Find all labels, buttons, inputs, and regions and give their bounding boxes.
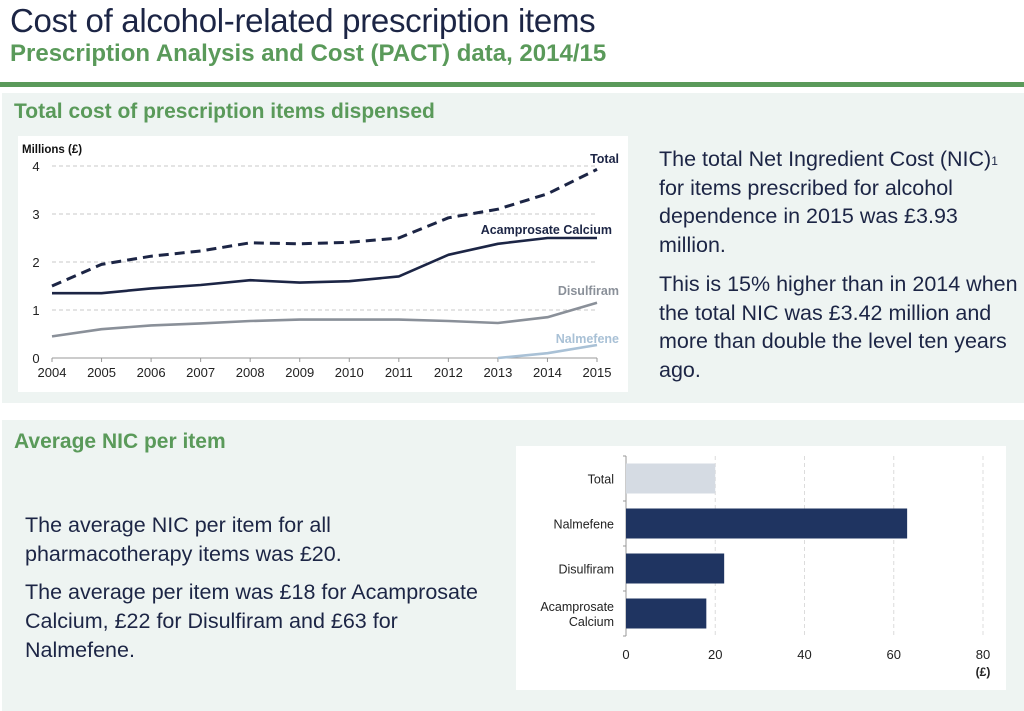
x-tick-label: 40 [797, 647, 811, 662]
x-tick-label: 2007 [186, 365, 215, 380]
category-label: Nalmefene [554, 518, 614, 532]
x-tick-label: 20 [708, 647, 722, 662]
x-tick-label: 2009 [285, 365, 314, 380]
y-tick-label: 0 [32, 351, 39, 366]
series-label-total: Total [590, 152, 619, 166]
paragraph-text: for items prescribed for alcohol depende… [659, 175, 958, 257]
bar-chart-container: 0 20 40 60 80 (£) Total Nalmefene Disulfiram Acam… [516, 446, 1006, 690]
x-tick-label: 2012 [434, 365, 463, 380]
bar-chart: 0 20 40 60 80 (£) Total Nalmefene Disulfiram Acam… [540, 455, 991, 679]
series-line-nalmefene [497, 343, 598, 360]
average-nic-paragraph-2: The average per item was £18 for Acampro… [25, 580, 478, 662]
series-line-disulfiram [51, 301, 598, 338]
x-tick-label: 2015 [583, 365, 612, 380]
y-tick-label: 1 [32, 303, 39, 318]
average-nic-summary: The average NIC per item for all pharmac… [25, 511, 495, 665]
average-nic-section-title: Average NIC per item [14, 430, 226, 453]
header-divider [0, 82, 1024, 87]
series-label-nalmefene: Nalmefene [556, 332, 619, 346]
series-line-total [51, 168, 598, 288]
y-tick-label: 4 [32, 159, 39, 174]
x-tick-label: 2010 [335, 365, 364, 380]
x-tick-label: 2008 [236, 365, 265, 380]
x-tick-label: 0 [622, 647, 629, 662]
bar-acamprosate-calcium [626, 598, 707, 629]
series-line-acamprosate-calcium [52, 236, 597, 295]
total-cost-summary: The total Net Ingredient Cost (NIC)1 for… [659, 145, 1019, 384]
category-label: Acamprosate [540, 600, 614, 614]
y-tick-label: 3 [32, 207, 39, 222]
bar-disulfiram [626, 553, 725, 584]
x-axis-unit-label: (£) [976, 665, 991, 679]
x-tick-label: 2014 [533, 365, 562, 380]
paragraph-text: The total Net Ingredient Cost (NIC) [659, 147, 992, 171]
x-tick-label: 2011 [385, 365, 413, 380]
x-tick-label: 2004 [38, 365, 67, 380]
series-label-disulfiram: Disulfiram [558, 284, 619, 298]
x-tick-label: 60 [887, 647, 901, 662]
y-tick-label: 2 [32, 255, 39, 270]
bar-nalmefene [626, 508, 908, 539]
line-chart-container: Millions (£) 0 1 2 3 4 2004 2005 2006 2007 2008 200… [18, 136, 628, 392]
x-tick-label: 2006 [137, 365, 166, 380]
total-cost-section-title: Total cost of prescription items dispens… [14, 100, 435, 123]
line-chart: Millions (£) 0 1 2 3 4 2004 2005 2006 2007 2008 200… [22, 144, 619, 380]
page-subtitle: Prescription Analysis and Cost (PACT) da… [10, 40, 607, 67]
page-title: Cost of alcohol-related prescription ite… [10, 2, 596, 39]
category-label: Disulfiram [558, 563, 614, 577]
x-tick-label: 2005 [87, 365, 116, 380]
footnote-marker: 1 [991, 154, 998, 168]
average-nic-paragraph-1: The average NIC per item for all pharmac… [25, 513, 342, 566]
category-label: Calcium [569, 615, 614, 629]
series-label-acamprosate-calcium: Acamprosate Calcium [481, 223, 612, 237]
y-axis-title: Millions (£) [22, 144, 82, 156]
bar-total [626, 463, 716, 494]
x-tick-label: 80 [976, 647, 990, 662]
x-tick-label: 2013 [483, 365, 512, 380]
total-cost-paragraph-2: This is 15% higher than in 2014 when the… [659, 272, 1018, 382]
category-label: Total [588, 473, 614, 487]
total-cost-paragraph-1: The total Net Ingredient Cost (NIC)1 for… [659, 145, 1019, 259]
